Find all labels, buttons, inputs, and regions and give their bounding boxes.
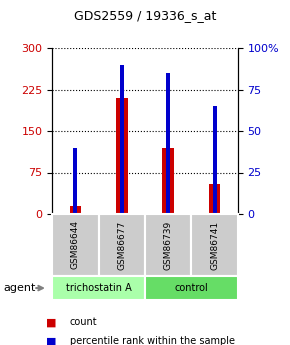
Bar <box>73 148 77 214</box>
Text: trichostatin A: trichostatin A <box>66 283 131 293</box>
Text: GSM86739: GSM86739 <box>164 220 173 269</box>
Text: GSM86677: GSM86677 <box>117 220 126 269</box>
Bar <box>166 73 170 214</box>
Text: count: count <box>70 317 97 327</box>
Text: agent: agent <box>3 283 35 293</box>
Text: GSM86644: GSM86644 <box>71 220 80 269</box>
Bar <box>116 98 128 214</box>
Text: GSM86741: GSM86741 <box>210 220 219 269</box>
Text: percentile rank within the sample: percentile rank within the sample <box>70 336 235 345</box>
Bar <box>209 184 220 214</box>
Bar <box>120 65 124 214</box>
Bar <box>70 206 81 214</box>
Text: ■: ■ <box>46 336 57 345</box>
Text: ■: ■ <box>46 317 57 327</box>
Text: GDS2559 / 19336_s_at: GDS2559 / 19336_s_at <box>74 9 216 22</box>
Bar <box>162 148 174 214</box>
Bar <box>213 106 217 214</box>
Text: control: control <box>175 283 208 293</box>
